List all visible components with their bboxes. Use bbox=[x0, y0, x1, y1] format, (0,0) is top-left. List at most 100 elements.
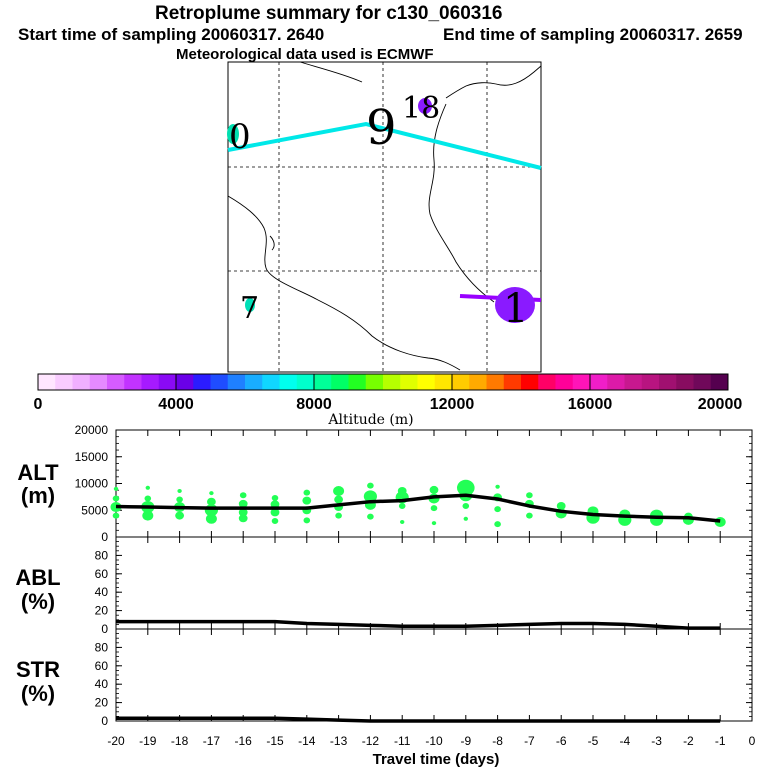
x-tick-label: -1 bbox=[715, 734, 726, 748]
colorbar-swatch bbox=[607, 374, 625, 390]
colorbar-swatch bbox=[158, 374, 177, 390]
x-tick-label: -18 bbox=[171, 734, 189, 748]
colorbar-swatch bbox=[434, 374, 453, 390]
colorbar-swatch bbox=[107, 374, 125, 390]
plume-particle bbox=[494, 521, 501, 528]
x-tick-label: -9 bbox=[460, 734, 471, 748]
x-tick-label: -3 bbox=[651, 734, 662, 748]
colorbar-tick: 4000 bbox=[158, 396, 194, 413]
plume-particle bbox=[526, 492, 533, 499]
end-time-label: End time of sampling 20060317. 2659 bbox=[443, 25, 743, 44]
colorbar-swatch bbox=[624, 374, 643, 390]
plume-particle bbox=[239, 492, 247, 499]
plume-particle bbox=[207, 497, 216, 506]
colorbar-swatch bbox=[89, 374, 108, 390]
colorbar-swatch bbox=[452, 374, 470, 390]
plume-particle bbox=[145, 485, 150, 490]
plume-particle bbox=[204, 504, 218, 517]
y-tick-label: 40 bbox=[95, 585, 109, 599]
x-tick-label: -16 bbox=[235, 734, 253, 748]
colorbar-swatch bbox=[262, 374, 280, 390]
plume-particle bbox=[112, 512, 120, 519]
plume-particle bbox=[144, 495, 152, 502]
x-tick-label: -7 bbox=[524, 734, 535, 748]
colorbar-swatch bbox=[659, 374, 677, 390]
colorbar-swatch bbox=[693, 374, 712, 390]
plume-particle bbox=[112, 495, 120, 502]
colorbar-swatch bbox=[641, 374, 660, 390]
colorbar-swatch bbox=[210, 374, 229, 390]
plume-particle bbox=[495, 484, 500, 489]
plume-particle bbox=[335, 512, 342, 519]
colorbar-swatch bbox=[331, 374, 349, 390]
plume-particle bbox=[431, 521, 437, 526]
plume-particle bbox=[142, 510, 154, 521]
plume-particle bbox=[398, 502, 406, 509]
plume-particle bbox=[303, 517, 311, 524]
time-series-panels: 05000100001500020000ALT(m)020406080ABL(%… bbox=[15, 423, 755, 748]
colorbar-swatch bbox=[555, 374, 574, 390]
panel-str: 0 20 40 60 80 STR(%) bbox=[16, 628, 753, 728]
panel-unit: (m) bbox=[21, 483, 55, 508]
met-data-label: Meteorological data used is ECMWF bbox=[176, 46, 434, 63]
panel-unit: (%) bbox=[21, 589, 55, 614]
y-tick-label: 10000 bbox=[75, 477, 109, 491]
colorbar-swatch bbox=[296, 374, 315, 390]
map-frame bbox=[227, 61, 542, 373]
plume-cluster-day-0 bbox=[227, 124, 239, 144]
plume-particle bbox=[367, 482, 374, 489]
y-tick-label: 15000 bbox=[75, 450, 109, 464]
plume-particle bbox=[175, 511, 185, 520]
series-line bbox=[116, 716, 721, 723]
x-tick-label: -15 bbox=[266, 734, 284, 748]
colorbar-swatch bbox=[227, 374, 246, 390]
colorbar-swatch bbox=[124, 374, 142, 390]
plume-particle bbox=[463, 516, 468, 521]
y-tick-label: 0 bbox=[101, 622, 108, 636]
panel-label: ALT bbox=[17, 460, 59, 485]
plume-particle bbox=[462, 502, 470, 509]
colorbar-swatch bbox=[486, 374, 505, 390]
x-axis-label: Travel time (days) bbox=[373, 751, 500, 768]
plume-particle bbox=[397, 486, 407, 495]
panel-label: ABL bbox=[15, 565, 60, 590]
x-tick-label: -11 bbox=[394, 734, 411, 748]
plume-particle bbox=[271, 517, 279, 524]
plume-particle bbox=[271, 494, 279, 501]
colorbar-swatch bbox=[538, 374, 556, 390]
y-tick-label: 20 bbox=[95, 696, 109, 710]
colorbar-tick: 16000 bbox=[568, 396, 613, 413]
colorbar-tick: 20000 bbox=[698, 396, 743, 413]
trajectory-line-cyan bbox=[227, 121, 542, 170]
colorbar-swatch bbox=[141, 374, 160, 390]
panel-frame bbox=[115, 536, 753, 630]
plume-particle bbox=[556, 501, 566, 510]
plume-cluster-day-18 bbox=[418, 98, 432, 114]
map-grid bbox=[228, 62, 541, 372]
plume-particle bbox=[400, 520, 405, 525]
x-tick-label: 0 bbox=[749, 734, 756, 748]
plume-particle bbox=[270, 508, 280, 517]
colorbar-swatch bbox=[521, 374, 539, 390]
colorbar-swatch bbox=[279, 374, 298, 390]
plume-particle bbox=[367, 513, 374, 520]
x-tick-label: -4 bbox=[619, 734, 630, 748]
plume-cluster-day-7 bbox=[245, 298, 255, 312]
panel-abl: 0 20 40 60 80 ABL(%) bbox=[15, 536, 753, 636]
plume-particle bbox=[430, 505, 438, 512]
colorbar-swatch bbox=[193, 374, 211, 390]
plume-particle bbox=[238, 499, 248, 508]
colorbar-swatch bbox=[400, 374, 418, 390]
plume-particle bbox=[238, 514, 248, 523]
x-tick-label: -19 bbox=[139, 734, 157, 748]
x-tick-label: -14 bbox=[298, 734, 316, 748]
x-tick-label: -13 bbox=[330, 734, 348, 748]
x-tick-label: -8 bbox=[492, 734, 503, 748]
colorbar-swatch bbox=[710, 374, 729, 390]
y-tick-label: 60 bbox=[95, 567, 109, 581]
plume-particle bbox=[363, 490, 377, 503]
x-tick-label: -5 bbox=[588, 734, 599, 748]
altitude-colorbar bbox=[37, 373, 729, 391]
plume-particle bbox=[457, 479, 475, 496]
